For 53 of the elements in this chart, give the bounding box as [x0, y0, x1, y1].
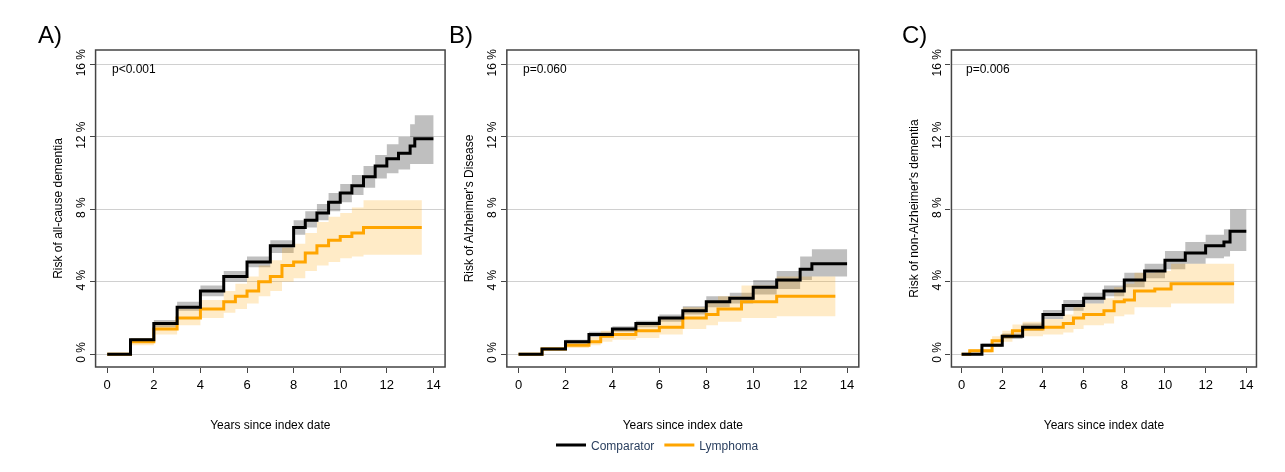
x-tick-label: 6: [1080, 376, 1088, 392]
y-tick-label: 16 %: [929, 48, 944, 77]
y-tick-label: 4 %: [73, 269, 88, 291]
y-tick-label: 0 %: [485, 341, 500, 363]
y-tick-label: 8 %: [485, 196, 500, 218]
x-tick-label: 0: [103, 376, 111, 392]
chart-title: B): [449, 21, 473, 48]
y-tick-label: 4 %: [929, 269, 944, 291]
legend-label: Comparator: [591, 438, 655, 453]
x-tick-label: 14: [839, 376, 855, 392]
x-tick-label: 12: [1198, 376, 1213, 392]
x-tick-label: 4: [196, 376, 205, 392]
y-axis-title: Risk of all-cause dementia: [51, 137, 66, 279]
x-tick-label: 12: [379, 376, 395, 392]
x-tick-label: 8: [1120, 376, 1128, 392]
x-tick-label: 8: [290, 376, 298, 392]
x-tick-label: 8: [702, 376, 710, 392]
x-tick-label: 2: [150, 376, 158, 392]
y-tick-label: 12 %: [929, 121, 944, 149]
y-axis-title: Risk of Alzheimer's Disease: [462, 134, 477, 283]
y-tick-label: 0 %: [929, 341, 944, 363]
y-tick-label: 12 %: [485, 121, 500, 149]
x-tick-label: 0: [957, 376, 966, 392]
y-tick-label: 4 %: [485, 269, 500, 291]
y-tick-label: 16 %: [485, 48, 500, 77]
x-tick-label: 6: [655, 376, 663, 392]
x-tick-label: 0: [514, 376, 523, 392]
x-tick-label: 6: [243, 376, 251, 392]
chart-title: A): [38, 21, 62, 48]
x-axis-title: Years since index date: [1043, 418, 1165, 433]
annotation: p=0.060: [523, 62, 568, 76]
annotation: p<0.001: [112, 62, 157, 76]
annotation: p=0.006: [966, 62, 1011, 76]
legend-label: Lymphoma: [699, 438, 759, 453]
x-tick-label: 2: [998, 376, 1006, 392]
x-tick-label: 10: [745, 376, 761, 392]
x-tick-label: 14: [426, 376, 441, 392]
chart-title: C): [902, 21, 928, 48]
x-tick-label: 4: [1039, 376, 1047, 392]
y-tick-label: 8 %: [73, 196, 88, 218]
y-tick-label: 16 %: [73, 48, 88, 77]
x-axis-title: Years since index date: [210, 418, 331, 433]
x-tick-label: 4: [608, 376, 617, 392]
y-tick-label: 8 %: [929, 196, 944, 218]
x-tick-label: 12: [792, 376, 808, 392]
x-tick-label: 2: [561, 376, 570, 392]
y-tick-label: 12 %: [73, 121, 88, 149]
x-tick-label: 10: [332, 376, 348, 392]
x-axis-title: Years since index date: [622, 418, 744, 433]
x-tick-label: 10: [1157, 376, 1173, 392]
y-axis-title: Risk of non-Alzheimer's dementia: [906, 119, 921, 298]
x-tick-label: 14: [1239, 376, 1254, 392]
y-tick-label: 0 %: [73, 341, 88, 363]
